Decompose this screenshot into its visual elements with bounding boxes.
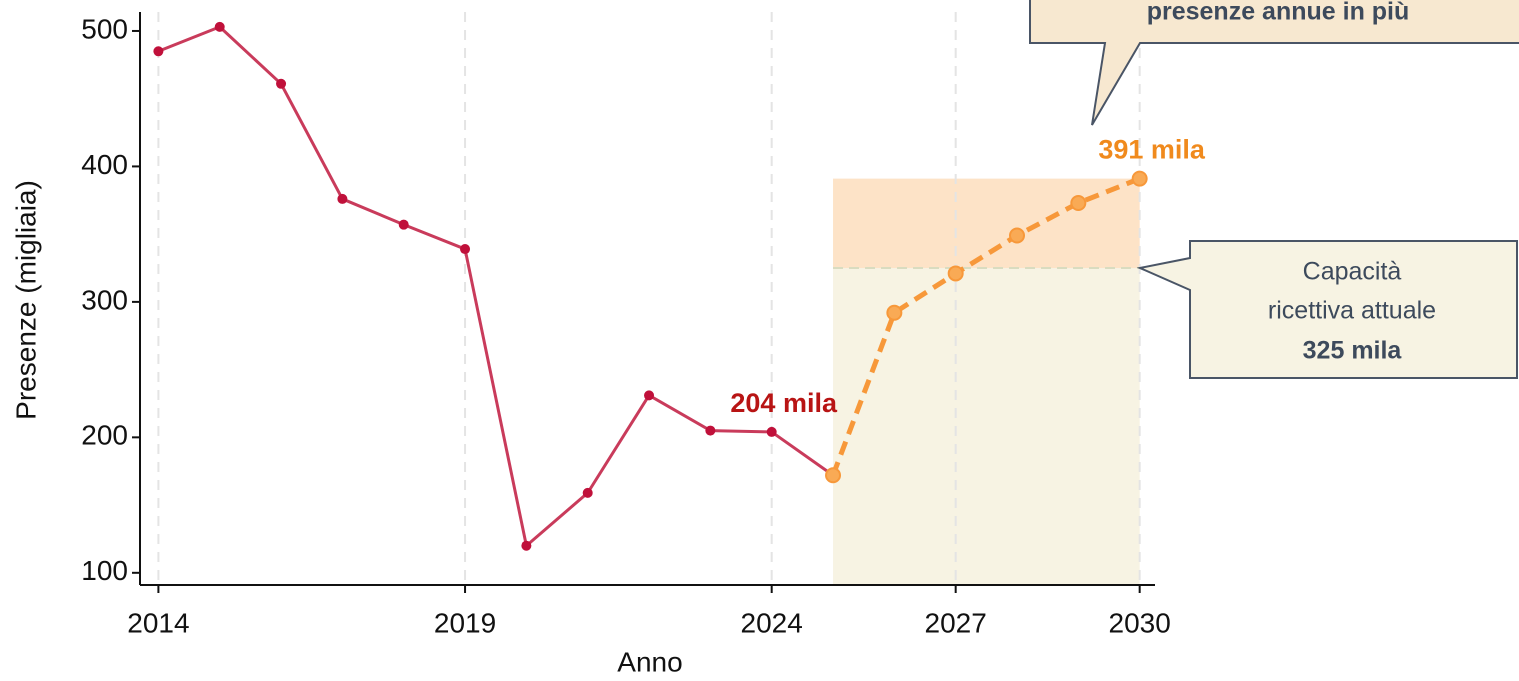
x-tick-label: 2024 (741, 607, 803, 638)
data-point (766, 426, 777, 437)
data-point (705, 425, 716, 436)
callout-text: Capacità (1303, 258, 1402, 286)
data-point (825, 467, 842, 484)
data-point (153, 46, 164, 57)
y-tick-label: 500 (81, 13, 128, 44)
capacity-band (833, 268, 1140, 585)
data-point (644, 390, 655, 401)
annotation: 391 mila (1098, 135, 1206, 165)
series-line (830, 176, 1141, 477)
callout-box (1029, 0, 1519, 126)
x-tick-label: 2014 (127, 607, 189, 638)
top-callout: presenze annue in più (1029, 0, 1519, 126)
data-point (337, 193, 348, 204)
callout-box (1136, 240, 1518, 379)
data-point (460, 244, 471, 255)
y-axis-title: Presenze (migliaia) (10, 180, 41, 420)
x-axis-title: Anno (617, 646, 682, 677)
marks: 204 mila 391 mila (153, 21, 1206, 551)
capacity-callout: Capacità ricettiva attuale 325 mila (1136, 240, 1518, 379)
y-tick-label: 300 (81, 284, 128, 315)
y-tick-label: 400 (81, 149, 128, 180)
y-tick-label: 200 (81, 420, 128, 451)
callout-text: presenze annue in più (1147, 0, 1410, 26)
data-point (276, 78, 287, 89)
annotation: 204 mila (730, 388, 838, 418)
data-point (582, 487, 593, 498)
data-point (1131, 170, 1148, 187)
data-point (1009, 227, 1026, 244)
grid: 100 200 300 400 500 2014 2019 2024 2027 2030 (81, 12, 1171, 638)
series-line (157, 25, 834, 548)
data-point (1070, 195, 1087, 211)
callout-text: ricettiva attuale (1268, 297, 1436, 325)
x-tick-label: 2030 (1109, 607, 1171, 638)
y-tick-label: 100 (81, 555, 128, 586)
data-point (398, 219, 409, 230)
data-point (521, 540, 532, 551)
data-point (886, 304, 903, 321)
data-point (947, 265, 964, 282)
x-tick-label: 2027 (925, 607, 987, 638)
extra-band (833, 178, 1140, 269)
data-point (214, 21, 225, 32)
x-tick-label: 2019 (434, 607, 496, 638)
bands (833, 178, 1140, 585)
callout-text: 325 mila (1303, 337, 1403, 365)
